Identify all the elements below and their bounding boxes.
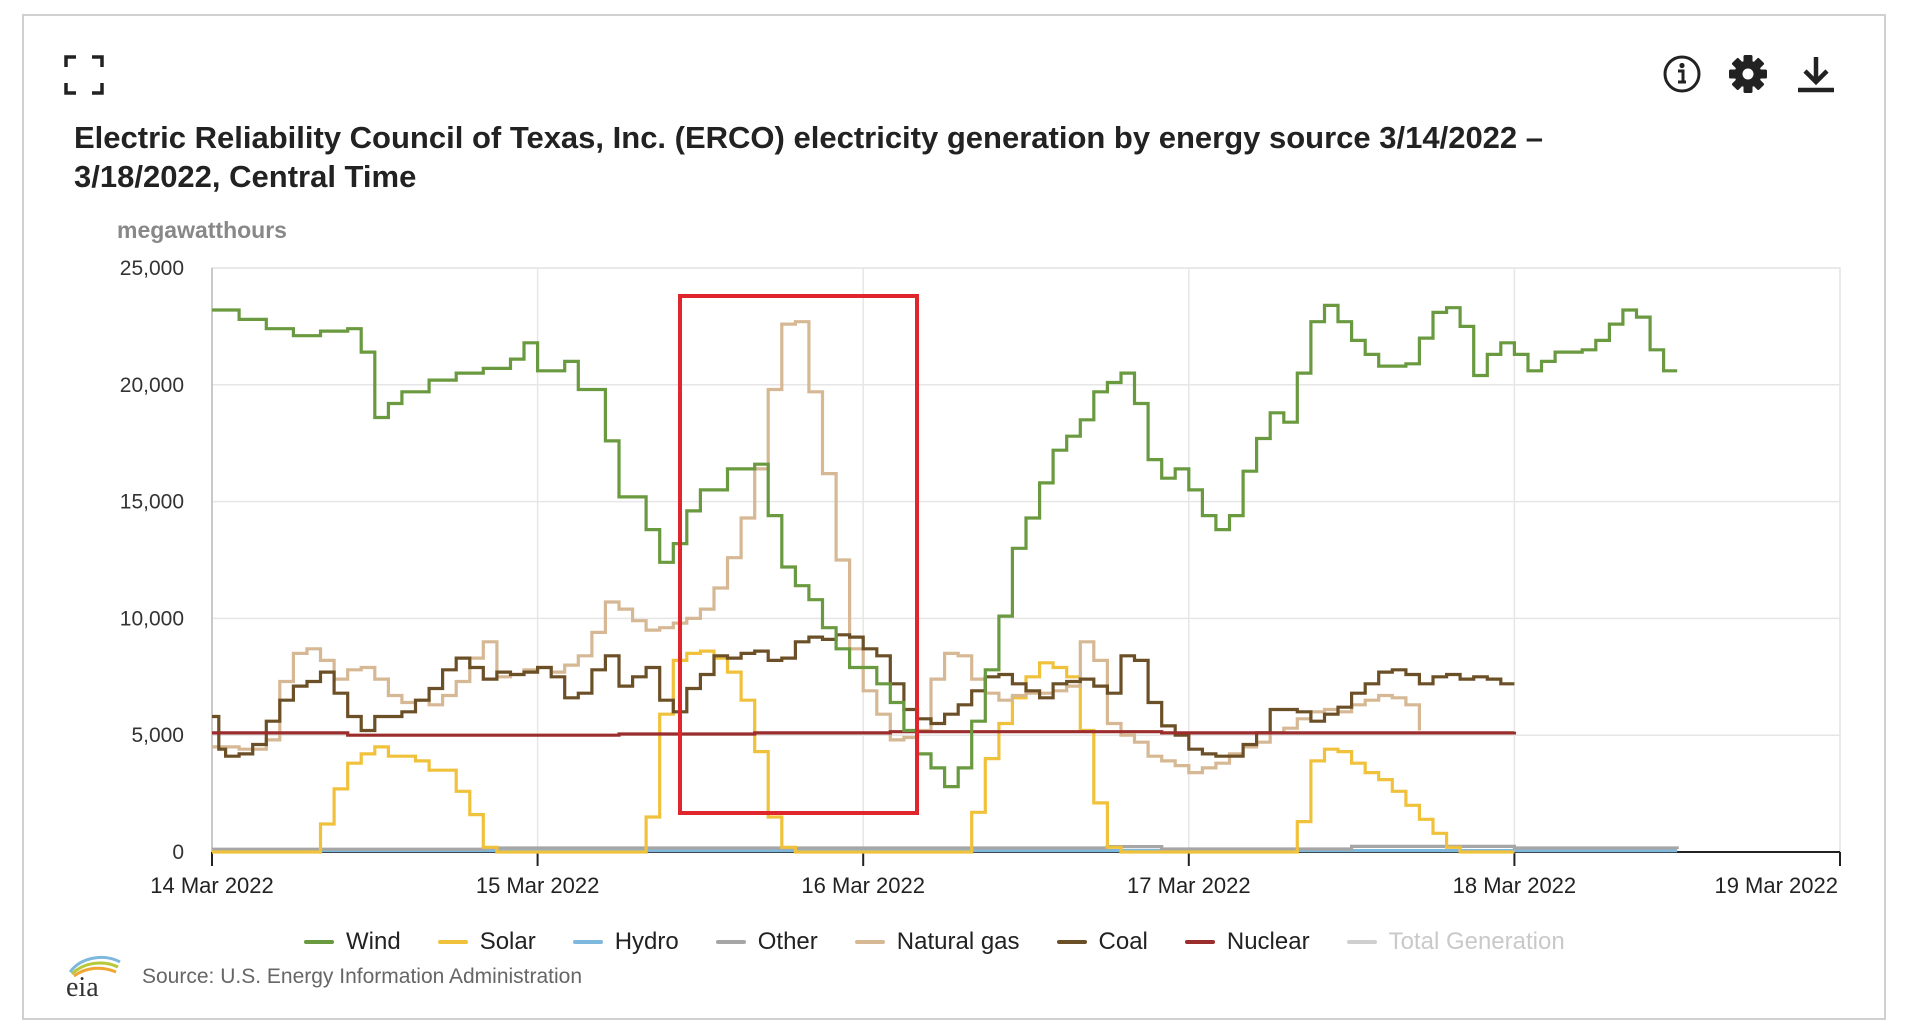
x-tick-label: 15 Mar 2022 (476, 873, 600, 898)
legend-item-natural-gas[interactable]: Natural gas (854, 928, 1020, 956)
legend-item-nuclear[interactable]: Nuclear (1184, 928, 1310, 956)
legend-label: Nuclear (1226, 928, 1310, 955)
legend-swatch-solar (437, 940, 468, 944)
y-tick-label: 25,000 (120, 257, 184, 280)
legend-item-coal[interactable]: Coal (1056, 928, 1148, 956)
legend-label: Coal (1098, 928, 1148, 955)
eia-logo: eia (66, 955, 121, 1000)
chart-title: Electric Reliability Council of Texas, I… (74, 120, 1544, 194)
legend-swatch-wind (304, 940, 334, 944)
legend-swatch-total-generation (1346, 940, 1377, 944)
legend-item-total-generation[interactable]: Total Generation (1346, 928, 1565, 956)
legend-label: Other (757, 928, 818, 955)
y-tick-label: 5,000 (131, 724, 184, 747)
legend-item-solar[interactable]: Solar (437, 928, 536, 956)
plot-area (211, 267, 1841, 853)
legend-item-hydro[interactable]: Hydro (572, 928, 679, 956)
x-tick-label: 17 Mar 2022 (1127, 873, 1251, 898)
legend-item-other[interactable]: Other (715, 928, 818, 956)
legend-label: Wind (346, 928, 401, 955)
eia-logo-text: eia (66, 972, 99, 1000)
highlight-box (678, 294, 919, 815)
source-text: Source: U.S. Energy Information Administ… (142, 965, 583, 988)
legend-label: Total Generation (1388, 928, 1565, 955)
x-tick-label: 14 Mar 2022 (150, 873, 274, 898)
legend: Wind Solar Hydro Other Natural gas Coal … (304, 928, 1602, 956)
y-tick-label: 10,000 (120, 607, 184, 630)
series-line-wind (212, 303, 1678, 789)
legend-swatch-coal (1056, 940, 1087, 944)
y-tick-label: 0 (172, 841, 184, 864)
legend-label: Solar (479, 928, 536, 955)
legend-swatch-hydro (572, 940, 603, 944)
series-line-solar (212, 649, 1515, 854)
legend-label: Natural gas (896, 928, 1020, 955)
footer: eia Source: U.S. Energy Information Admi… (64, 954, 582, 1000)
download-icon[interactable] (1796, 54, 1836, 94)
series-line-other (212, 844, 1679, 851)
legend-label: Hydro (614, 928, 679, 955)
info-icon[interactable] (1662, 54, 1702, 94)
x-tick-label: 18 Mar 2022 (1453, 873, 1577, 898)
gear-icon[interactable] (1728, 54, 1768, 94)
legend-item-wind[interactable]: Wind (304, 928, 401, 956)
x-tick-label: 19 Mar 2022 (1714, 873, 1838, 898)
legend-swatch-natural-gas (854, 940, 885, 944)
x-tick-label: 16 Mar 2022 (801, 873, 925, 898)
y-axis-title: megawatthours (117, 217, 287, 243)
y-tick-label: 15,000 (120, 491, 184, 514)
y-tick-label: 20,000 (120, 374, 184, 397)
expand-icon[interactable] (64, 55, 104, 95)
legend-swatch-other (715, 940, 746, 944)
legend-swatch-nuclear (1184, 940, 1215, 944)
series-line-coal (212, 633, 1515, 758)
series-line-natural-gas (212, 320, 1421, 775)
series-line-nuclear (212, 730, 1516, 737)
